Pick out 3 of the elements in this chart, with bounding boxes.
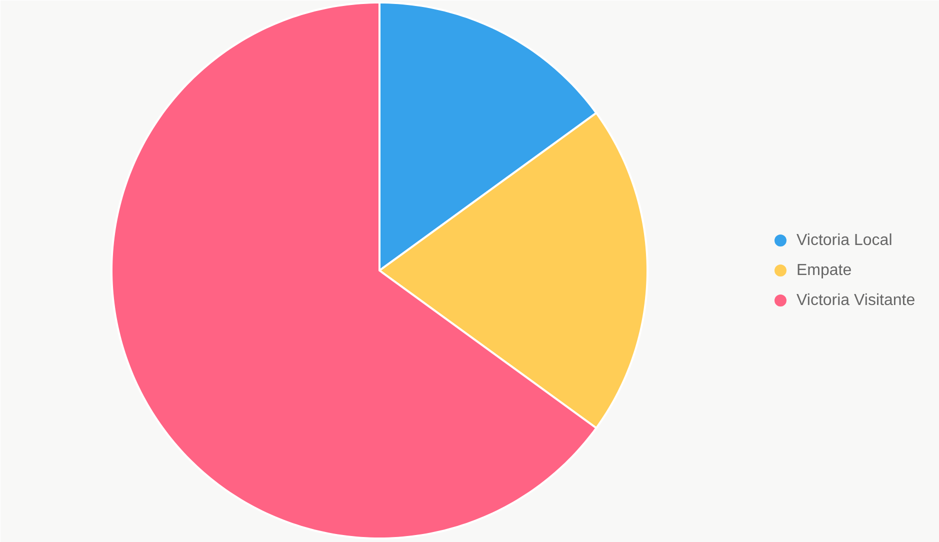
legend-label: Empate <box>796 262 852 279</box>
legend-label: Victoria Visitante <box>796 292 916 309</box>
legend-label: Victoria Local <box>796 232 892 249</box>
